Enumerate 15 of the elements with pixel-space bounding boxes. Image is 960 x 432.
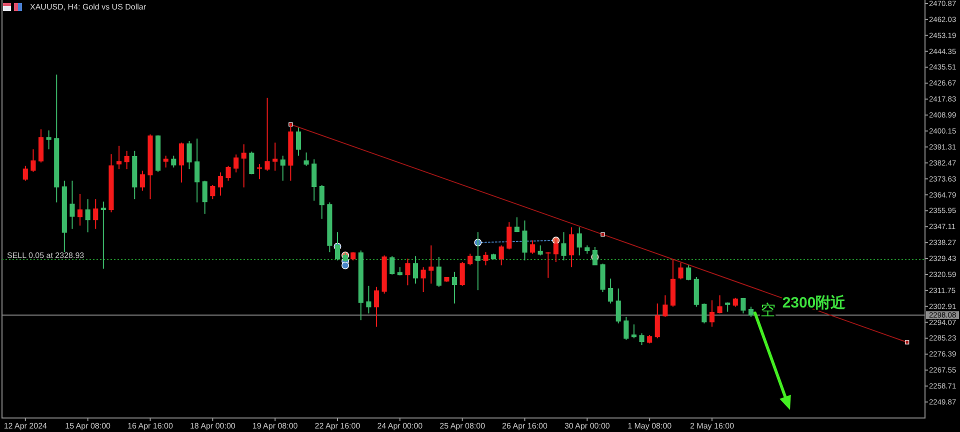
chart-title: XAUUSD, H4: Gold vs US Dollar <box>30 2 146 12</box>
x-tick-label: 24 Apr 00:00 <box>377 422 424 430</box>
annotation: 空 <box>760 301 776 319</box>
ref-line-label: SELL 0.05 at 2328.93 <box>7 250 85 260</box>
x-tick-label: 15 Apr 08:00 <box>65 422 112 430</box>
x-tick-label: 2 May 16:00 <box>690 422 735 430</box>
x-tick-label: 12 Apr 2024 <box>4 422 48 430</box>
x-tick-label: 22 Apr 16:00 <box>314 422 361 430</box>
x-tick-label: 16 Apr 16:00 <box>128 422 174 430</box>
x-tick-label: 30 Apr 00:00 <box>564 422 610 430</box>
x-tick-label: 25 Apr 08:00 <box>440 422 486 430</box>
x-tick-label: 26 Apr 16:00 <box>502 422 548 430</box>
x-tick-label: 1 May 08:00 <box>628 422 672 430</box>
x-tick-label: 18 Apr 00:00 <box>190 422 236 430</box>
x-tick-label: 19 Apr 08:00 <box>252 422 298 430</box>
